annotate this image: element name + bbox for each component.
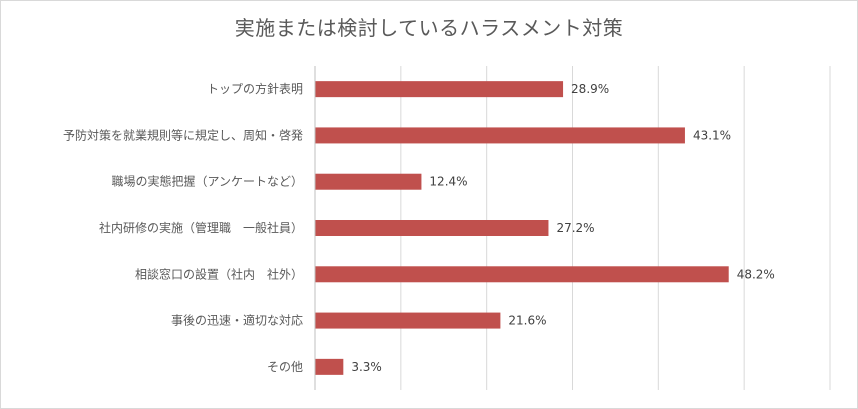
category-label: 事後の迅速・適切な対応 bbox=[171, 313, 303, 328]
bar bbox=[315, 173, 422, 190]
value-label: 28.9% bbox=[571, 82, 609, 96]
bar bbox=[315, 266, 729, 283]
category-label: 相談窓口の設置（社内 社外） bbox=[135, 266, 303, 281]
bar bbox=[315, 312, 501, 329]
category-label: 職場の実態把握（アンケートなど） bbox=[111, 174, 303, 189]
category-label: 社内研修の実施（管理職 一般社員） bbox=[99, 220, 303, 235]
category-label: トップの方針表明 bbox=[207, 81, 303, 96]
bar bbox=[315, 358, 344, 375]
value-label: 43.1% bbox=[693, 128, 731, 142]
chart-title: 実施または検討しているハラスメント対策 bbox=[234, 16, 624, 40]
value-label: 27.2% bbox=[556, 221, 594, 235]
category-label: 予防対策を就業規則等に規定し、周知・啓発 bbox=[63, 127, 303, 142]
category-label: その他 bbox=[267, 360, 303, 374]
bar bbox=[315, 81, 564, 98]
value-label: 3.3% bbox=[351, 360, 382, 374]
bar bbox=[315, 127, 685, 144]
value-label: 21.6% bbox=[508, 314, 546, 328]
value-label: 12.4% bbox=[429, 175, 467, 189]
bar bbox=[315, 220, 549, 236]
value-label: 48.2% bbox=[737, 267, 775, 281]
